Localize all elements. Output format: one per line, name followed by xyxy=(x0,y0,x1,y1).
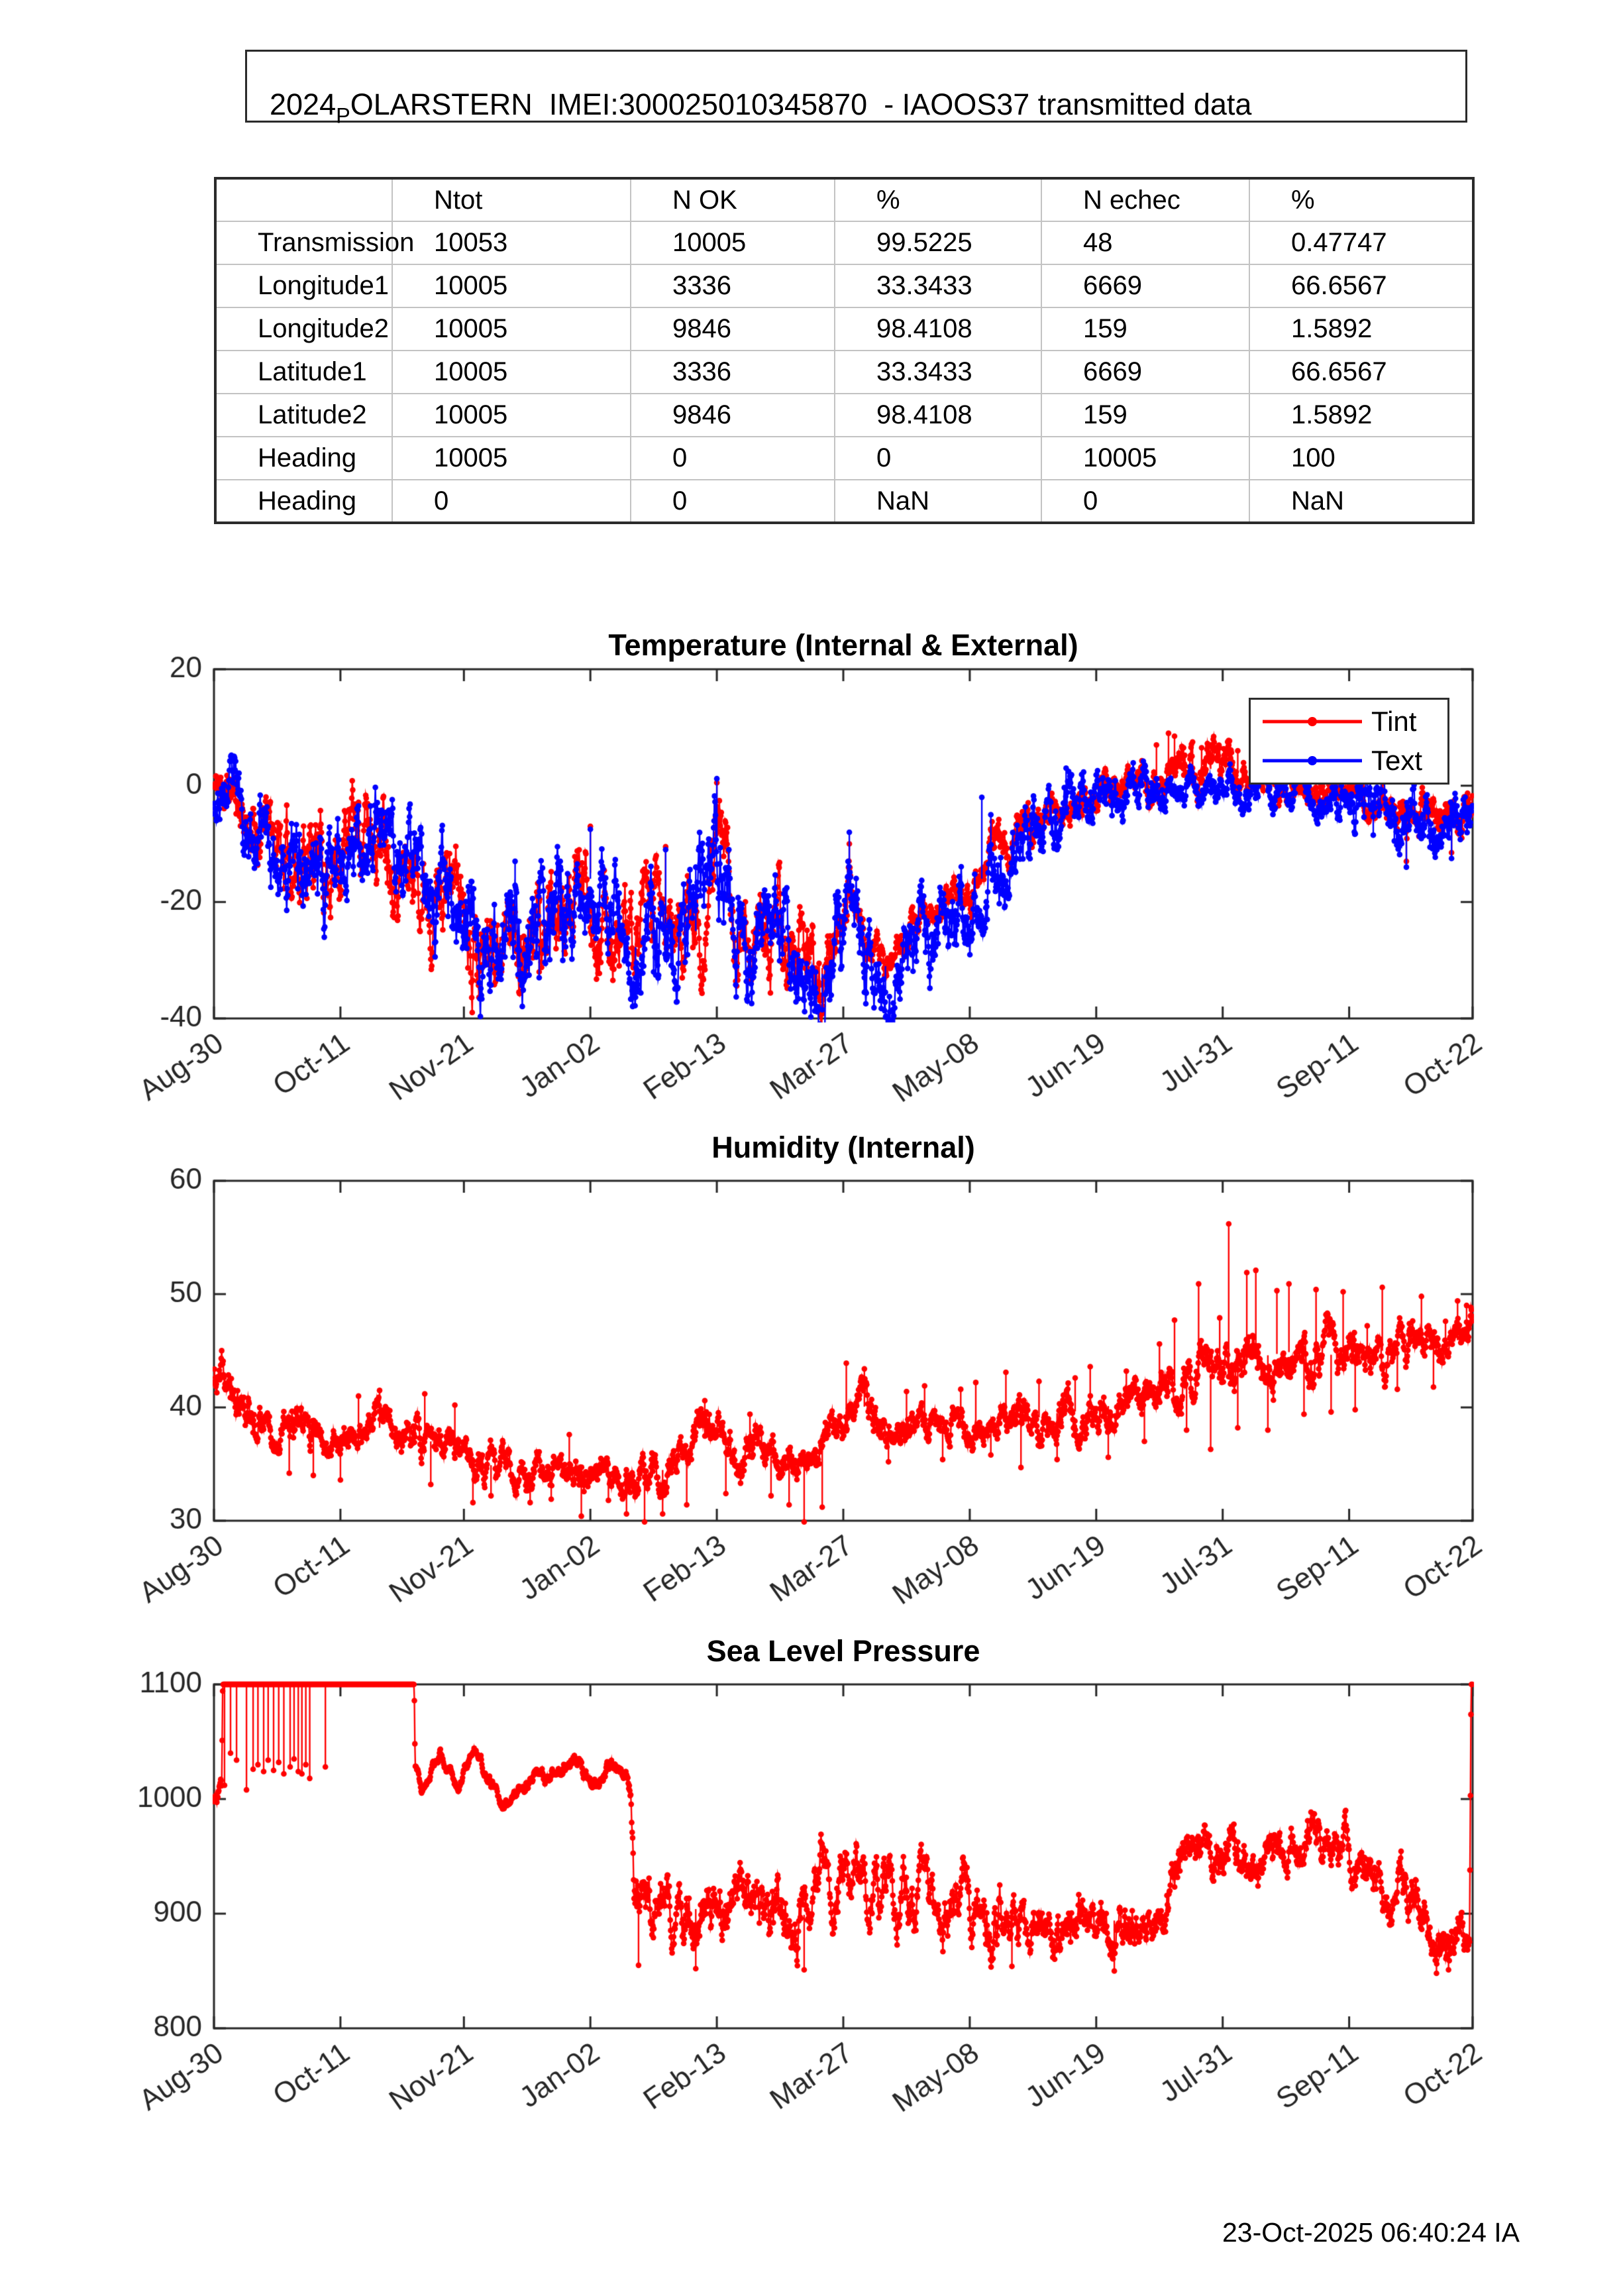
tint-line-marker-icon xyxy=(1263,717,1362,727)
table-cell: 10005 xyxy=(630,221,835,265)
table-cell: 6669 xyxy=(1041,350,1250,394)
legend-label-tint: Tint xyxy=(1371,706,1417,738)
table-cell: NaN xyxy=(1249,479,1474,523)
table-cell: Transmission xyxy=(215,221,414,265)
timestamp: 23-Oct-2025 06:40:24 IA xyxy=(1222,2217,1520,2248)
transmission-stats-table: Ntot N OK % N echec % Transmission 10053… xyxy=(214,177,1475,524)
table-cell: 66.6567 xyxy=(1249,350,1474,394)
table-cell: 10053 xyxy=(392,221,631,265)
text-line-marker-icon xyxy=(1263,755,1362,765)
table-cell: 10005 xyxy=(392,307,631,351)
table-cell: 98.4108 xyxy=(834,393,1042,437)
table-cell: 0 xyxy=(630,436,835,480)
table-cell: 3336 xyxy=(630,350,835,394)
table-header-cell xyxy=(215,178,393,222)
table-cell: 98.4108 xyxy=(834,307,1042,351)
table-cell: Longitude2 xyxy=(215,307,393,351)
table-cell: 10005 xyxy=(392,264,631,308)
table-cell: 0.47747 xyxy=(1249,221,1474,265)
temperature-legend: Tint Text xyxy=(1249,698,1449,785)
humidity-chart-title: Humidity (Internal) xyxy=(711,1130,975,1164)
table-row: Longitude1 10005 3336 33.3433 6669 66.65… xyxy=(215,264,1474,308)
table-cell: Longitude1 xyxy=(215,264,393,308)
table-cell: 10005 xyxy=(1041,436,1250,480)
table-cell: 48 xyxy=(1041,221,1250,265)
pressure-chart-title: Sea Level Pressure xyxy=(706,1634,980,1668)
table-cell: 159 xyxy=(1041,307,1250,351)
table-cell: 10005 xyxy=(392,436,631,480)
table-cell: Latitude2 xyxy=(215,393,393,437)
table-row: Longitude2 10005 9846 98.4108 159 1.5892 xyxy=(215,307,1474,351)
table-header-cell: % xyxy=(1249,178,1474,222)
table-cell: 0 xyxy=(630,479,835,523)
table-cell: 33.3433 xyxy=(834,264,1042,308)
table-header-cell: N echec xyxy=(1041,178,1250,222)
table-cell: 6669 xyxy=(1041,264,1250,308)
table-cell: 9846 xyxy=(630,307,835,351)
legend-item-text: Text xyxy=(1251,745,1447,777)
table-cell: 0 xyxy=(392,479,631,523)
figure-title: 2024POLARSTERN IMEI:300025010345870 - IA… xyxy=(270,87,1252,127)
title-post: OLARSTERN IMEI:300025010345870 - IAOOS37… xyxy=(350,87,1252,121)
table-header-row: Ntot N OK % N echec % xyxy=(215,178,1474,222)
table-cell: 0 xyxy=(834,436,1042,480)
table-cell: 99.5225 xyxy=(834,221,1042,265)
table-row: Transmission 10053 10005 99.5225 48 0.47… xyxy=(215,221,1474,265)
figure-title-box: 2024POLARSTERN IMEI:300025010345870 - IA… xyxy=(245,50,1467,127)
temperature-chart-title: Temperature (Internal & External) xyxy=(608,628,1078,662)
table-cell: 9846 xyxy=(630,393,835,437)
legend-item-tint: Tint xyxy=(1251,706,1447,738)
table-cell: 0 xyxy=(1041,479,1250,523)
table-cell: 100 xyxy=(1249,436,1474,480)
table-cell: Latitude1 xyxy=(215,350,393,394)
table-cell: 10005 xyxy=(392,350,631,394)
table-cell: 33.3433 xyxy=(834,350,1042,394)
table-cell: Heading xyxy=(215,436,393,480)
table-cell: 1.5892 xyxy=(1249,307,1474,351)
table-row: Latitude2 10005 9846 98.4108 159 1.5892 xyxy=(215,393,1474,437)
table-cell: NaN xyxy=(834,479,1042,523)
legend-label-text: Text xyxy=(1371,744,1423,776)
title-pre: 2024 xyxy=(270,87,337,121)
table-cell: Heading xyxy=(215,479,393,523)
table-header-cell: Ntot xyxy=(392,178,631,222)
table-cell: 66.6567 xyxy=(1249,264,1474,308)
table-cell: 1.5892 xyxy=(1249,393,1474,437)
table-row: Heading 10005 0 0 10005 100 xyxy=(215,436,1474,480)
table-header-cell: N OK xyxy=(630,178,835,222)
table-row: Heading 0 0 NaN 0 NaN xyxy=(215,479,1474,523)
table-cell: 3336 xyxy=(630,264,835,308)
table-header-cell: % xyxy=(834,178,1042,222)
title-subscript: P xyxy=(336,103,350,128)
table-cell: 159 xyxy=(1041,393,1250,437)
table-row: Latitude1 10005 3336 33.3433 6669 66.656… xyxy=(215,350,1474,394)
table-cell: 10005 xyxy=(392,393,631,437)
